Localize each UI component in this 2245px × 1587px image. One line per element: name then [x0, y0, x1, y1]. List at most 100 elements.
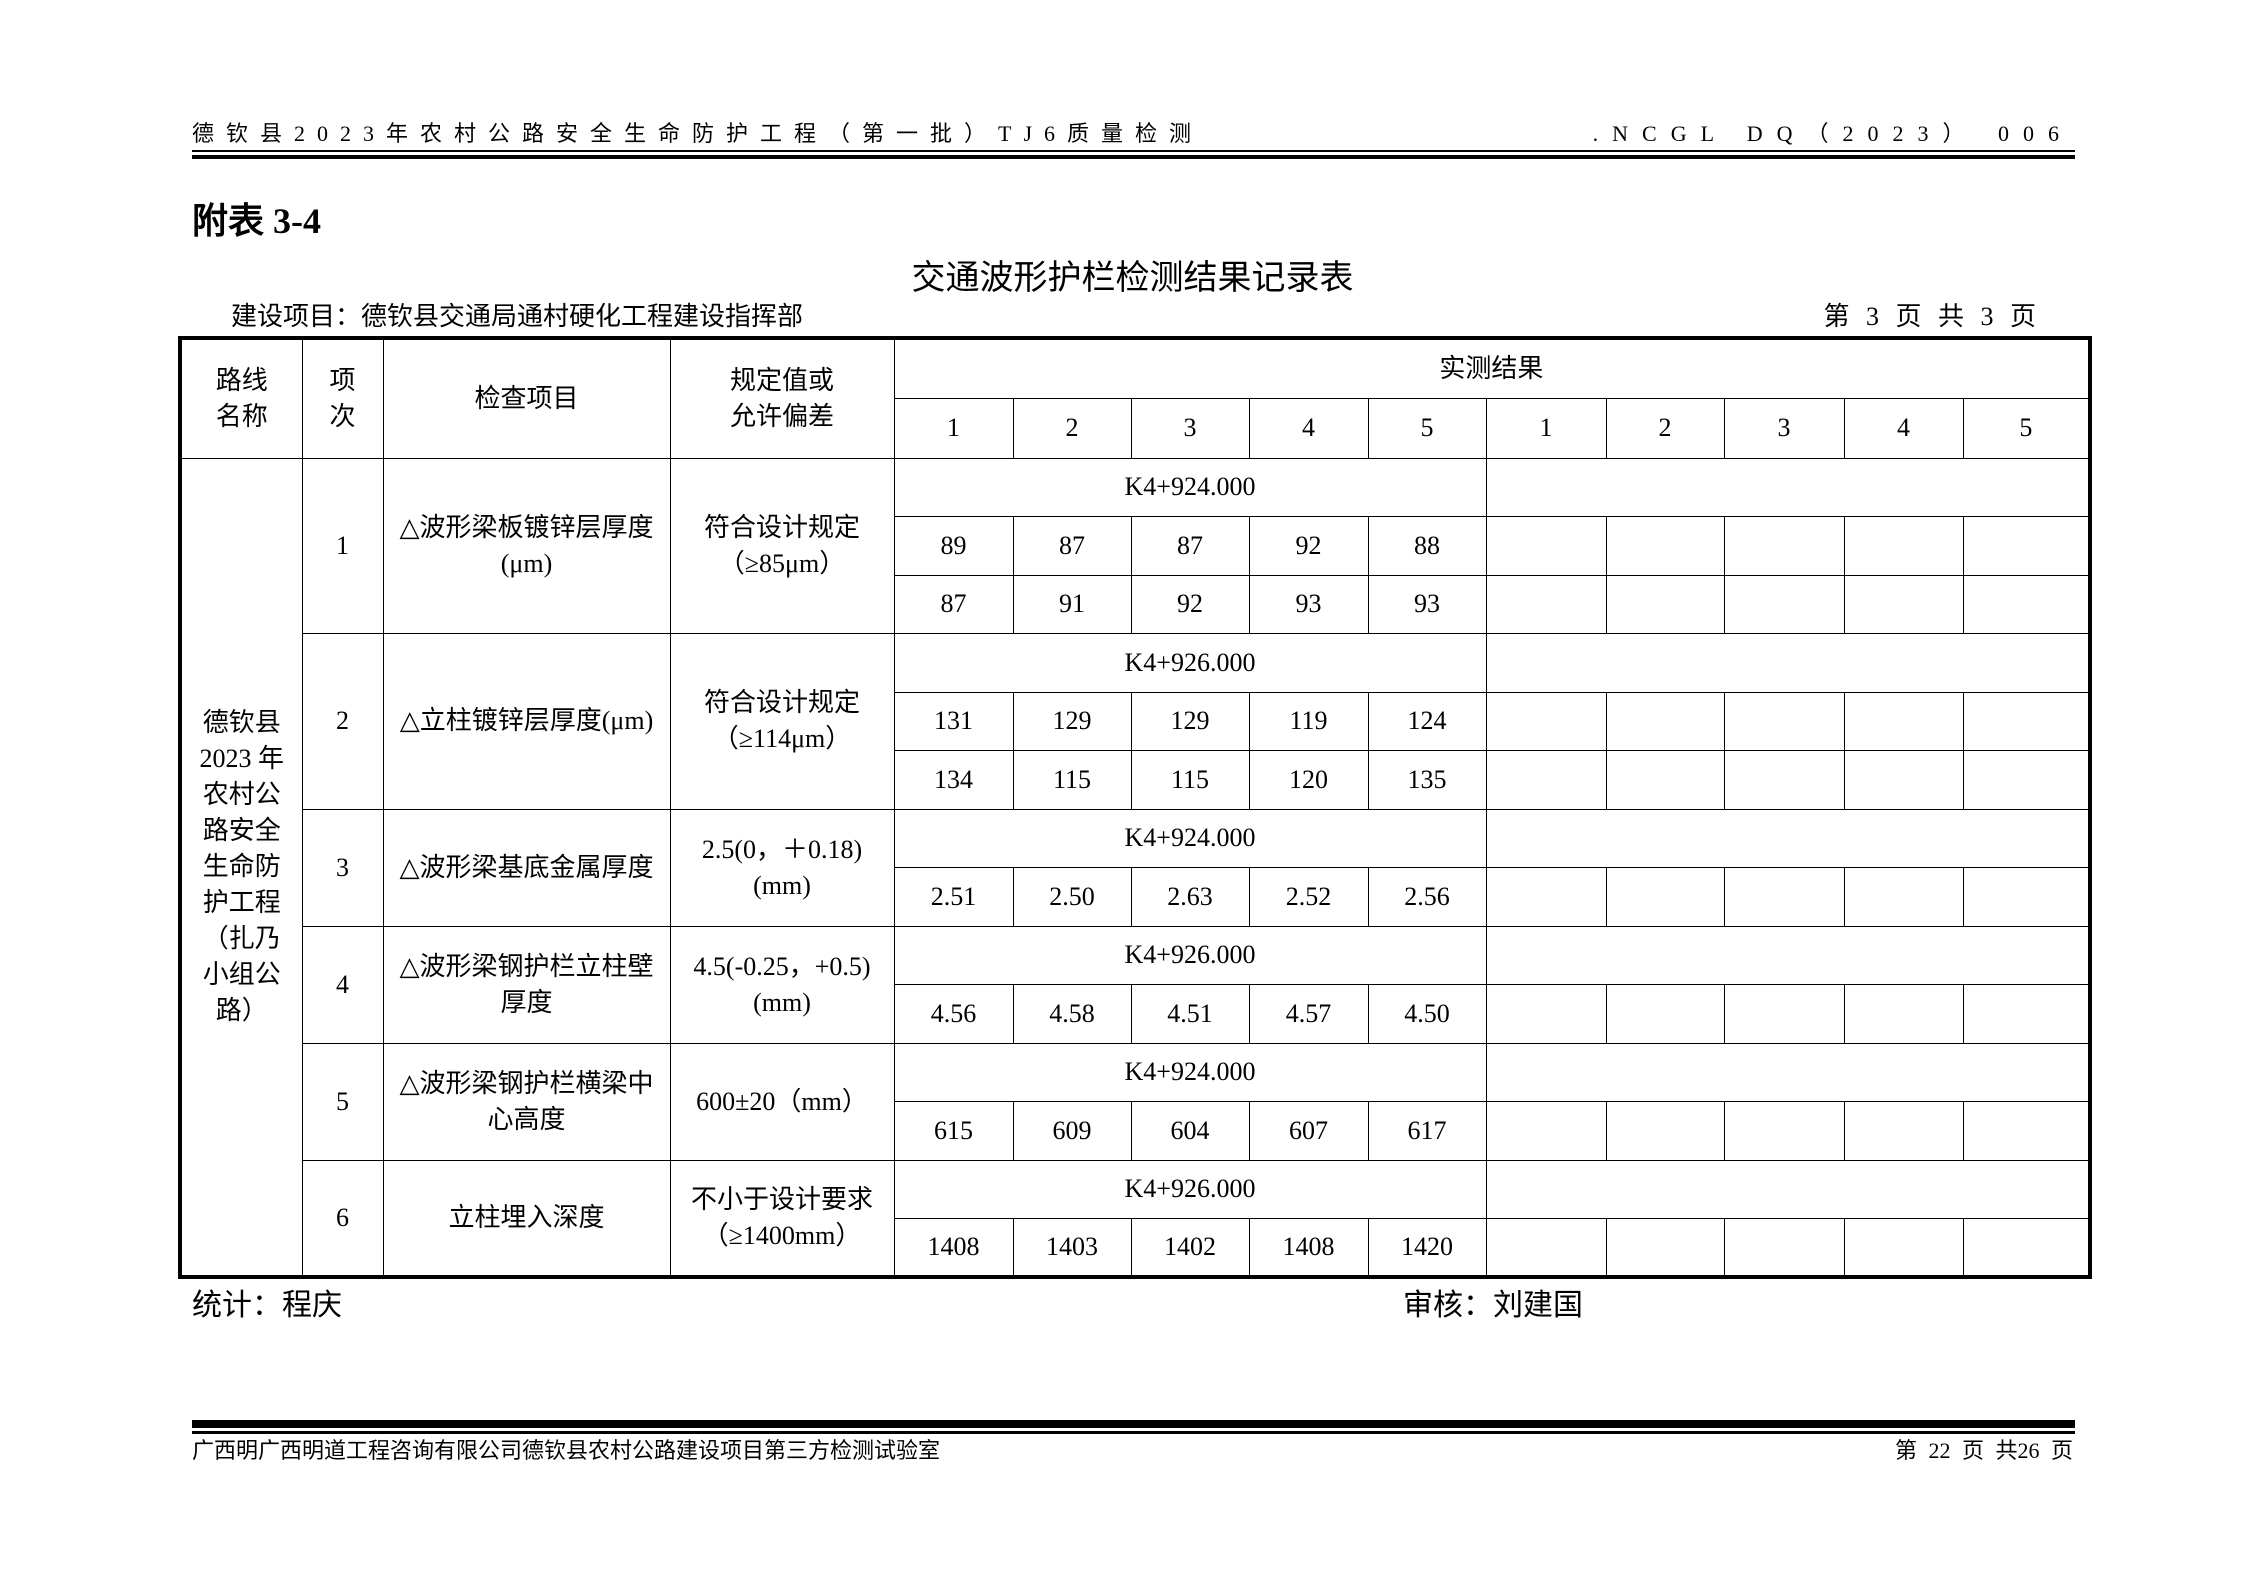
- station-cell-empty: [1485, 808, 2091, 868]
- measured-value-empty: [1605, 1218, 1725, 1278]
- measured-value: 2.56: [1367, 867, 1487, 927]
- measured-value-empty: [1605, 516, 1725, 576]
- measured-value: 129: [1012, 691, 1132, 751]
- measured-value: 124: [1367, 691, 1487, 751]
- header-results: 实测结果: [893, 337, 2091, 399]
- measured-value-empty: [1962, 984, 2091, 1044]
- footer-rule-thick: [192, 1420, 2075, 1428]
- measured-value: 120: [1248, 750, 1369, 810]
- check-item: △波形梁基底金属厚度: [382, 808, 671, 927]
- table-row-values: 134 115 115 120 135: [180, 750, 2091, 810]
- project-name: 建设项目：德钦县交通局通村硬化工程建设指挥部: [231, 302, 804, 331]
- measured-value: 1408: [1248, 1218, 1369, 1278]
- measured-value: 89: [893, 516, 1014, 576]
- measured-value-empty: [1843, 574, 1964, 634]
- station-cell-empty: [1485, 633, 2091, 693]
- measured-value: 615: [893, 1101, 1014, 1161]
- measured-value: 4.57: [1248, 984, 1369, 1044]
- measured-value-empty: [1485, 1218, 1607, 1278]
- header-col-5: 5: [1367, 397, 1487, 459]
- route-name-line: （扎乃: [202, 923, 281, 953]
- measured-value-empty: [1723, 867, 1845, 927]
- measured-value-empty: [1723, 984, 1845, 1044]
- measured-value-empty: [1843, 516, 1964, 576]
- measured-value-empty: [1723, 1101, 1845, 1161]
- measured-value-empty: [1485, 516, 1607, 576]
- header-rule-thin: [192, 150, 2075, 152]
- route-name-cell: 德钦县 2023 年农村公 路安全 生命防 护工程 （扎乃 小组公 路）: [179, 457, 303, 1278]
- table-row-station: 2 △立柱镀锌层厚度(μm) 符合设计规定（≥114μm） K4+926.000: [180, 633, 2091, 810]
- item-index: 6: [301, 1159, 384, 1278]
- measured-value: 88: [1367, 516, 1487, 576]
- measured-value: 1403: [1012, 1218, 1132, 1278]
- header-col-7: 2: [1605, 397, 1725, 459]
- measured-value-empty: [1723, 691, 1845, 751]
- route-name-line: 路）: [215, 995, 268, 1025]
- measured-value: 87: [1012, 516, 1132, 576]
- measured-value-empty: [1485, 574, 1607, 634]
- station-cell: K4+924.000: [893, 457, 1487, 517]
- header-col-2: 2: [1012, 397, 1132, 459]
- header-index: 项次: [301, 337, 384, 459]
- measured-value-empty: [1962, 574, 2091, 634]
- header-col-10: 5: [1962, 397, 2091, 459]
- item-index: 4: [301, 925, 384, 1044]
- measured-value-empty: [1843, 750, 1964, 810]
- header-col-3: 3: [1130, 397, 1250, 459]
- check-item: △波形梁钢护栏立柱壁厚度: [382, 925, 671, 1044]
- spec-value: 2.5(0，＋0.18)(mm): [669, 808, 895, 927]
- measured-value: 2.52: [1248, 867, 1369, 927]
- header-col-6: 1: [1485, 397, 1607, 459]
- measured-value-empty: [1843, 984, 1964, 1044]
- route-name-line: 护工程: [202, 887, 281, 917]
- footer-rule-thin: [192, 1431, 2075, 1434]
- measured-value-empty: [1723, 574, 1845, 634]
- running-header-code: .NCGL DQ（2023） 006: [1592, 121, 2073, 146]
- header-spec: 规定值或 允许偏差: [669, 337, 895, 459]
- measured-value-empty: [1843, 867, 1964, 927]
- measured-value: 2.63: [1130, 867, 1250, 927]
- item-index: 2: [301, 633, 384, 810]
- station-cell: K4+924.000: [893, 1042, 1487, 1102]
- table-row-station: 5 △波形梁钢护栏横梁中心高度 600±20（mm） K4+924.000: [180, 1042, 2091, 1161]
- measured-value-empty: [1485, 1101, 1607, 1161]
- station-cell-empty: [1485, 1042, 2091, 1102]
- measured-value: 115: [1012, 750, 1132, 810]
- table-row-values: 2.51 2.50 2.63 2.52 2.56: [180, 867, 2091, 927]
- station-cell-empty: [1485, 925, 2091, 985]
- station-cell: K4+924.000: [893, 808, 1487, 868]
- measured-value: 609: [1012, 1101, 1132, 1161]
- table-row-values: 131 129 129 119 124: [180, 691, 2091, 751]
- measured-value-empty: [1605, 750, 1725, 810]
- measured-value: 131: [893, 691, 1014, 751]
- measured-value: 93: [1367, 574, 1487, 634]
- station-cell-empty: [1485, 457, 2091, 517]
- route-name-line: 路安全: [202, 815, 281, 845]
- table-row-values: 87 91 92 93 93: [180, 574, 2091, 634]
- route-name-line: 德钦县: [202, 707, 281, 737]
- measured-value: 134: [893, 750, 1014, 810]
- check-item: △立柱镀锌层厚度(μm): [382, 633, 671, 810]
- measured-value: 4.50: [1367, 984, 1487, 1044]
- table-row-values: 1408 1403 1402 1408 1420: [180, 1218, 2091, 1278]
- measured-value-empty: [1485, 867, 1607, 927]
- station-cell: K4+926.000: [893, 1159, 1487, 1219]
- station-cell: K4+926.000: [893, 633, 1487, 693]
- measured-value-empty: [1605, 984, 1725, 1044]
- spec-value: 符合设计规定（≥85μm）: [669, 457, 895, 634]
- appendix-label: 附表 3-4: [192, 201, 321, 241]
- measured-value: 91: [1012, 574, 1132, 634]
- measured-value-empty: [1605, 1101, 1725, 1161]
- measured-value: 1402: [1130, 1218, 1250, 1278]
- measured-value-empty: [1485, 984, 1607, 1044]
- measured-value-empty: [1962, 1101, 2091, 1161]
- route-name-line: 生命防: [202, 851, 281, 881]
- measured-value-empty: [1962, 691, 2091, 751]
- measured-value-empty: [1962, 867, 2091, 927]
- measured-value: 617: [1367, 1101, 1487, 1161]
- running-header-title: 德钦县2023年农村公路安全生命防护工程（第一批）TJ6质量检测: [192, 121, 1204, 146]
- measured-value-empty: [1843, 1101, 1964, 1161]
- measured-value-empty: [1962, 750, 2091, 810]
- measured-value-empty: [1485, 750, 1607, 810]
- table-row-values: 89 87 87 92 88: [180, 516, 2091, 576]
